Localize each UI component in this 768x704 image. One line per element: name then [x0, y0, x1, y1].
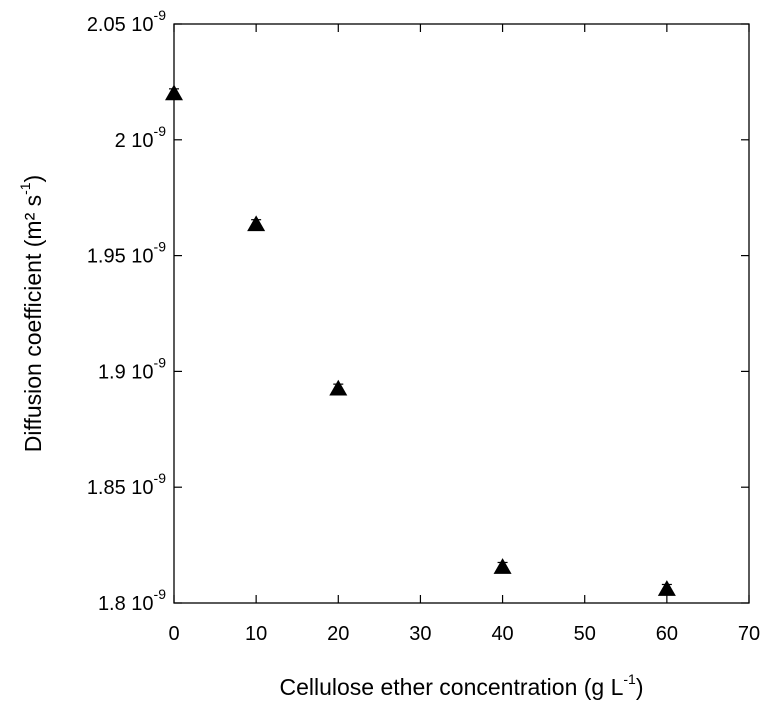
y-tick-label: 2.05 10-9: [87, 7, 166, 36]
x-tick-label: 30: [409, 623, 431, 645]
x-tick-label: 50: [574, 623, 596, 645]
y-axis-title: Diffusion coefficient (m² s-1): [17, 175, 46, 452]
x-tick-label: 40: [491, 623, 513, 645]
x-tick-label: 20: [327, 623, 349, 645]
data-point-marker: [493, 558, 512, 574]
y-axis-ticks: 1.8 10-9 1.85 10-9 1.9 10-9 1.95 10-9 2 10-9…: [87, 7, 749, 615]
y-tick-label: 1.85 10-9: [87, 470, 166, 499]
data-point-marker: [329, 379, 348, 396]
x-tick-label: 70: [738, 623, 760, 645]
x-tick-label: 0: [168, 623, 179, 645]
data-point-marker: [657, 580, 676, 596]
y-tick-label: 2 10-9: [115, 123, 167, 152]
y-tick-label: 1.95 10-9: [87, 239, 166, 268]
data-point-marker: [247, 215, 266, 232]
data-points: [165, 84, 676, 596]
x-axis-ticks: 0 10 20 30 40 50 60 70: [168, 24, 760, 645]
y-tick-label: 1.9 10-9: [98, 354, 166, 383]
x-axis-title: Cellulose ether concentration (g L-1): [279, 671, 643, 700]
y-tick-label: 1.8 10-9: [98, 586, 166, 615]
x-tick-label: 60: [656, 623, 678, 645]
data-point-marker: [165, 84, 183, 101]
x-tick-label: 10: [245, 623, 267, 645]
plot-frame: [173, 23, 750, 604]
